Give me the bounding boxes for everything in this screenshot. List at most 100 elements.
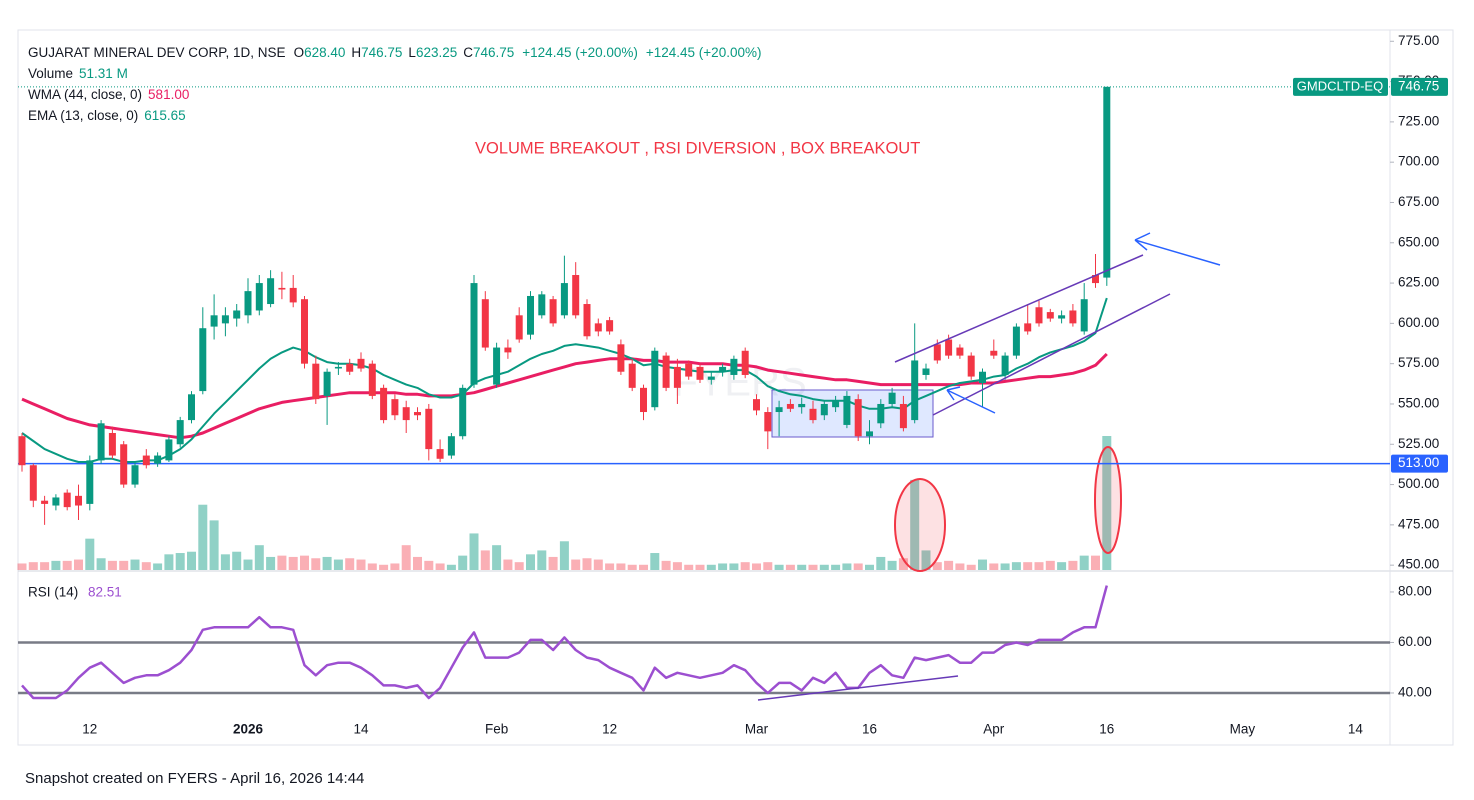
candle-body bbox=[154, 455, 162, 464]
volume-bar bbox=[571, 559, 581, 570]
volume-bar bbox=[119, 560, 129, 570]
volume-bar bbox=[1034, 562, 1044, 570]
candle-body bbox=[481, 299, 489, 348]
volume-bar bbox=[311, 558, 321, 570]
volume-bar bbox=[537, 550, 547, 570]
ohlc-key: C bbox=[463, 45, 473, 60]
candle-body bbox=[1069, 310, 1077, 324]
price-layer bbox=[18, 86, 1390, 700]
candle-body bbox=[504, 347, 512, 353]
symbol-tag-label: GMDCLTD-EQ bbox=[1297, 78, 1383, 93]
candle-body bbox=[1012, 326, 1020, 356]
volume-bar bbox=[390, 563, 400, 570]
volume-bar bbox=[107, 560, 117, 570]
volume-bar bbox=[435, 563, 445, 570]
x-tick-label: 12 bbox=[602, 722, 617, 737]
volume-value: 51.31 M bbox=[79, 66, 128, 81]
volume-bar bbox=[1000, 563, 1010, 570]
volume-bar bbox=[187, 551, 196, 570]
candle-body bbox=[108, 432, 116, 456]
candle-body bbox=[459, 387, 467, 437]
volume-bar bbox=[548, 556, 558, 570]
volume-bar bbox=[752, 563, 761, 570]
candle-body bbox=[142, 455, 150, 466]
volume-bar bbox=[503, 559, 513, 570]
candle-body bbox=[719, 366, 727, 372]
candle-body bbox=[560, 283, 568, 316]
volume-bar bbox=[1068, 560, 1078, 570]
ohlc-key: O bbox=[293, 45, 305, 60]
candle-body bbox=[199, 328, 207, 392]
volume-bar bbox=[17, 563, 27, 570]
y-tick-label: 450.00 bbox=[1398, 557, 1439, 572]
volume-bar bbox=[198, 504, 208, 570]
candle-body bbox=[41, 500, 49, 504]
box-drawing bbox=[771, 389, 934, 438]
candle-body bbox=[707, 376, 715, 380]
volume-bar bbox=[627, 564, 637, 570]
candle-body bbox=[662, 355, 670, 388]
footer: Snapshot created on FYERS - April 16, 20… bbox=[25, 770, 364, 787]
candle-body bbox=[436, 449, 444, 459]
y-tick-label: 575.00 bbox=[1398, 355, 1439, 370]
volume-bar bbox=[842, 563, 852, 570]
x-tick-label: Feb bbox=[485, 722, 508, 737]
candle-body bbox=[244, 291, 252, 316]
volume-bar bbox=[978, 559, 987, 570]
candle-body bbox=[673, 366, 681, 388]
volume-bar bbox=[605, 563, 615, 570]
volume-bar bbox=[955, 563, 965, 570]
indicator-line bbox=[21, 297, 1108, 463]
volume-bar bbox=[887, 560, 897, 570]
volume-bar bbox=[480, 550, 490, 570]
wma-value: 581.00 bbox=[148, 87, 190, 102]
volume-bar bbox=[175, 553, 185, 570]
volume-bar bbox=[1057, 562, 1067, 570]
candle-body bbox=[820, 403, 828, 416]
y-tick-label: 500.00 bbox=[1398, 476, 1439, 491]
y-tick-label: 525.00 bbox=[1398, 436, 1439, 451]
candle-body bbox=[357, 358, 365, 369]
candle-body bbox=[899, 403, 907, 429]
volume-bar bbox=[1102, 436, 1112, 570]
candle-body bbox=[527, 295, 534, 335]
volume-bar bbox=[345, 558, 355, 570]
candle-body bbox=[1046, 312, 1054, 319]
candle-body bbox=[255, 283, 263, 311]
candle-body bbox=[289, 287, 297, 303]
level-tag-label: 513.00 bbox=[1398, 455, 1439, 470]
volume-bar bbox=[379, 564, 389, 570]
candle-body bbox=[911, 360, 919, 421]
legend-main: GUJARAT MINERAL DEV CORP, 1D, NSE O628.40… bbox=[28, 45, 767, 60]
volume-bar bbox=[797, 564, 807, 570]
candle-body bbox=[1058, 315, 1066, 319]
volume-bar bbox=[819, 564, 829, 570]
y-tick-label: 475.00 bbox=[1398, 516, 1439, 531]
candle-body bbox=[617, 344, 625, 372]
volume-bar bbox=[220, 554, 230, 570]
candle-body bbox=[267, 278, 275, 305]
candle-body bbox=[606, 320, 614, 332]
candle-body bbox=[764, 412, 772, 432]
rsi-legend-value: 82.51 bbox=[88, 585, 122, 600]
volume-bar bbox=[921, 550, 931, 570]
volume-bar bbox=[209, 520, 219, 570]
volume-bar bbox=[650, 553, 660, 570]
candle-body bbox=[391, 399, 399, 416]
candle-body bbox=[1001, 355, 1009, 375]
y-tick-label: 650.00 bbox=[1398, 234, 1439, 249]
candle-body bbox=[538, 294, 546, 316]
candle-body bbox=[334, 366, 342, 369]
volume-bar bbox=[322, 556, 332, 570]
volume-bar bbox=[446, 564, 456, 570]
x-tick-label: May bbox=[1230, 722, 1256, 737]
candle-body bbox=[368, 363, 376, 396]
candle-body bbox=[414, 412, 421, 416]
volume-bar bbox=[989, 563, 999, 570]
volume-bar bbox=[232, 551, 242, 570]
legend-ema: EMA (13, close, 0) 615.65 bbox=[28, 108, 192, 123]
ohlc-value: 746.75 bbox=[472, 45, 515, 60]
volume-bar bbox=[96, 558, 106, 570]
channel-line bbox=[894, 254, 1144, 363]
volume-bar bbox=[1045, 560, 1055, 570]
